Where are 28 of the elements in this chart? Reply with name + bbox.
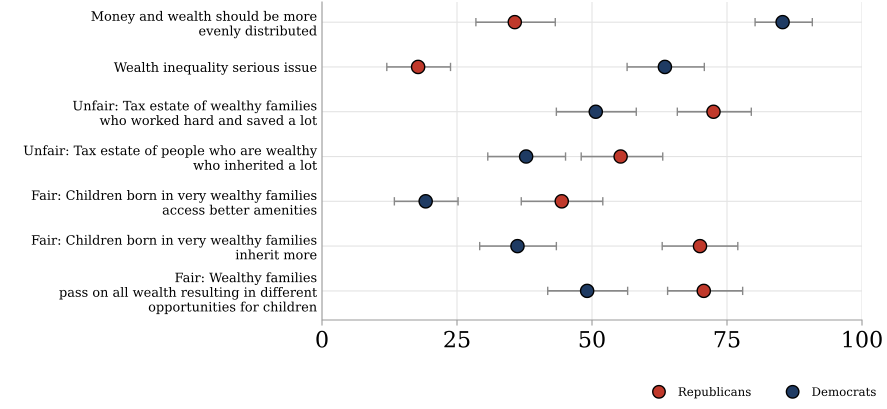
y-tick-label: Unfair: Tax estate of wealthy families who worked hard and saved a lot <box>72 100 318 126</box>
point <box>510 238 525 254</box>
x-tick-label: 100 <box>844 330 882 348</box>
point <box>588 104 604 120</box>
point <box>518 149 534 164</box>
legend-label: Democrats <box>812 387 876 396</box>
x-tick-label: 75 <box>714 331 740 348</box>
y-tick-label: Fair: Children born in very wealthy families inherit more <box>32 234 316 260</box>
point <box>658 60 672 74</box>
x-tick-label: 25 <box>444 330 470 348</box>
y-tick-label: Money and wealth should be more evenly distributed <box>91 10 317 38</box>
legend-label: Republicans <box>678 386 751 398</box>
point <box>613 149 628 164</box>
y-tick-label: Wealth inequality serious issue <box>114 62 316 75</box>
y-tick-label: Fair: Children born in very wealthy families access better amenities <box>32 190 316 215</box>
point <box>410 60 426 74</box>
point <box>696 284 712 298</box>
point <box>554 194 570 209</box>
point <box>692 238 708 254</box>
point <box>507 14 522 30</box>
point <box>580 284 594 298</box>
y-tick-label: Unfair: Tax estate of people who are wealthy who inherited a lot <box>24 145 318 170</box>
point <box>418 194 433 209</box>
point <box>775 14 790 30</box>
y-tick-label: Fair: Wealthy families pass on all wealth resulting in different opportunities for children <box>59 272 318 314</box>
x-tick-label: 0 <box>316 330 328 348</box>
x-tick-label: 50 <box>580 330 605 348</box>
point <box>706 104 721 120</box>
